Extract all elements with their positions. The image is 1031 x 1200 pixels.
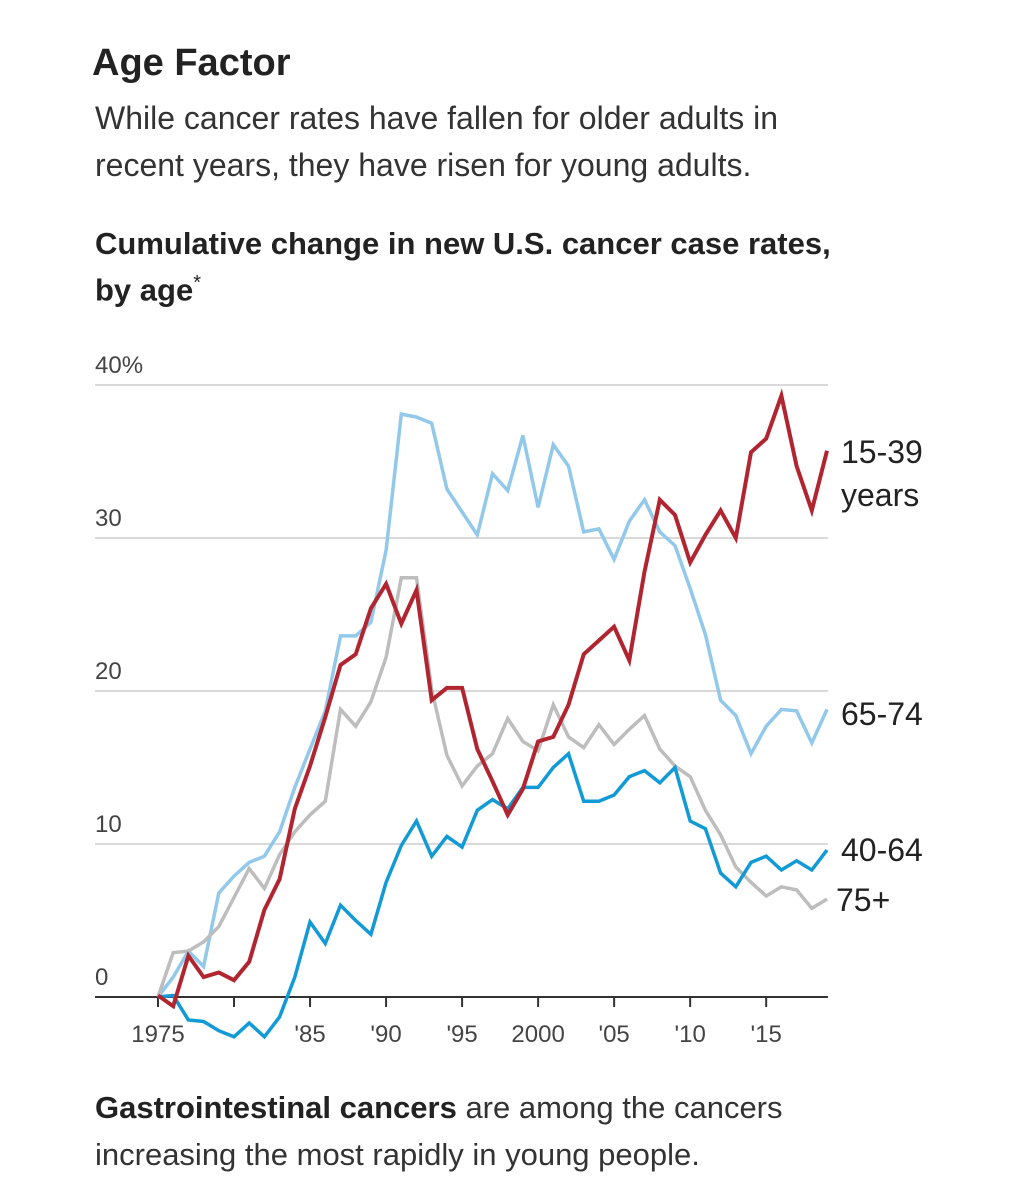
series-label-75-plus: 75+ [836, 882, 890, 918]
series-line-40-64 [157, 750, 829, 1040]
y-tick-label: 20 [95, 658, 122, 685]
series-label-40-64: 40-64 [841, 832, 923, 868]
subtitle-line-2: recent years, they have risen for young … [95, 147, 752, 183]
x-tick-label: '90 [370, 1021, 401, 1048]
y-tick-label: 40% [95, 352, 143, 379]
series-label-years: years [841, 477, 919, 513]
x-tick-label: '15 [751, 1021, 782, 1048]
footer-line-1: Gastrointestinal cancers are among the c… [95, 1090, 783, 1126]
series-line-75- [156, 576, 828, 998]
chart-heading-text: by age [95, 272, 194, 308]
x-tick-label: '10 [675, 1021, 706, 1048]
footer-rest: are among the cancers [456, 1090, 783, 1125]
x-tick-label: 2000 [511, 1021, 564, 1048]
title: Age Factor [92, 42, 291, 84]
chart-heading-line-2: by age* [95, 272, 201, 308]
y-tick-label: 0 [95, 964, 108, 991]
y-tick-label: 30 [95, 505, 122, 532]
chart-heading-line-1: Cumulative change in new U.S. cancer cas… [95, 226, 831, 261]
footnote-mark: * [193, 272, 202, 294]
series-label-15-39: 15-39 [841, 434, 923, 470]
x-tick-label: '05 [598, 1021, 629, 1048]
x-tick-label: '85 [294, 1021, 325, 1048]
x-tick-label: 1975 [131, 1021, 184, 1048]
series-line-65-74 [156, 412, 829, 999]
footer-bold: Gastrointestinal cancers [95, 1090, 457, 1125]
subtitle-line-1: While cancer rates have fallen for older… [95, 100, 779, 136]
y-tick-label: 10 [95, 811, 122, 838]
series-line-15-39-years [156, 388, 829, 1010]
series-label-65-74: 65-74 [841, 696, 923, 732]
x-tick-label: '95 [446, 1021, 477, 1048]
footer-line-2: increasing the most rapidly in young peo… [95, 1137, 700, 1172]
